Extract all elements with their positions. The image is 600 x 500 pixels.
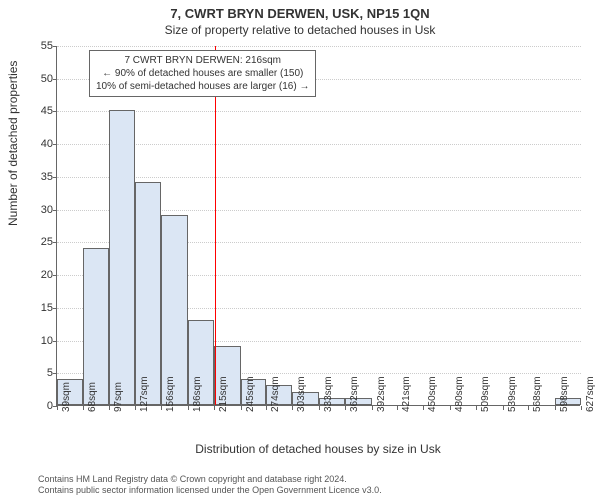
chart-footer: Contains HM Land Registry data © Crown c… (38, 474, 382, 497)
chart-subtitle: Size of property relative to detached ho… (0, 21, 600, 37)
gridline (57, 177, 581, 178)
info-box-line: ← 90% of detached houses are smaller (15… (96, 67, 309, 80)
y-tick-label: 25 (5, 236, 53, 248)
y-tick (53, 341, 57, 342)
y-tick-label: 40 (5, 138, 53, 150)
y-tick (53, 144, 57, 145)
y-tick (53, 79, 57, 80)
y-tick-label: 15 (5, 302, 53, 314)
x-axis-label: Distribution of detached houses by size … (56, 442, 580, 456)
x-tick (266, 406, 267, 410)
x-tick (214, 406, 215, 410)
x-tick (476, 406, 477, 410)
x-tick (450, 406, 451, 410)
x-tick (423, 406, 424, 410)
y-tick (53, 46, 57, 47)
x-tick (57, 406, 58, 410)
y-tick (53, 373, 57, 374)
reference-line (215, 46, 216, 405)
x-tick (161, 406, 162, 410)
y-tick (53, 242, 57, 243)
histogram-bar (135, 182, 161, 405)
chart-title: 7, CWRT BRYN DERWEN, USK, NP15 1QN (0, 0, 600, 21)
y-tick-label: 50 (5, 73, 53, 85)
info-box-line: 7 CWRT BRYN DERWEN: 216sqm (96, 54, 309, 67)
y-tick (53, 210, 57, 211)
info-box: 7 CWRT BRYN DERWEN: 216sqm← 90% of detac… (89, 50, 316, 97)
gridline (57, 144, 581, 145)
plot-area: 051015202530354045505539sqm68sqm97sqm127… (56, 46, 580, 406)
chart-container: 7, CWRT BRYN DERWEN, USK, NP15 1QN Size … (0, 0, 600, 500)
footer-line-1: Contains HM Land Registry data © Crown c… (38, 474, 382, 485)
y-tick-label: 20 (5, 269, 53, 281)
footer-line-2: Contains public sector information licen… (38, 485, 382, 496)
y-tick-label: 30 (5, 204, 53, 216)
x-tick (528, 406, 529, 410)
y-tick-label: 45 (5, 105, 53, 117)
x-tick (188, 406, 189, 410)
x-tick (397, 406, 398, 410)
y-tick-label: 35 (5, 171, 53, 183)
info-box-line: 10% of semi-detached houses are larger (… (96, 80, 309, 93)
x-tick (83, 406, 84, 410)
x-tick (555, 406, 556, 410)
x-tick (345, 406, 346, 410)
y-tick-label: 0 (5, 400, 53, 412)
y-tick (53, 177, 57, 178)
y-tick (53, 308, 57, 309)
x-tick (581, 406, 582, 410)
histogram-bar (109, 110, 136, 405)
gridline (57, 46, 581, 47)
y-tick (53, 111, 57, 112)
y-tick-label: 55 (5, 40, 53, 52)
y-tick-label: 10 (5, 335, 53, 347)
x-tick (109, 406, 110, 410)
y-tick-label: 5 (5, 367, 53, 379)
x-tick (135, 406, 136, 410)
plot-inner: 051015202530354045505539sqm68sqm97sqm127… (56, 46, 580, 406)
x-tick (503, 406, 504, 410)
y-tick (53, 275, 57, 276)
x-tick (292, 406, 293, 410)
x-tick (319, 406, 320, 410)
gridline (57, 111, 581, 112)
x-tick (241, 406, 242, 410)
x-tick (372, 406, 373, 410)
